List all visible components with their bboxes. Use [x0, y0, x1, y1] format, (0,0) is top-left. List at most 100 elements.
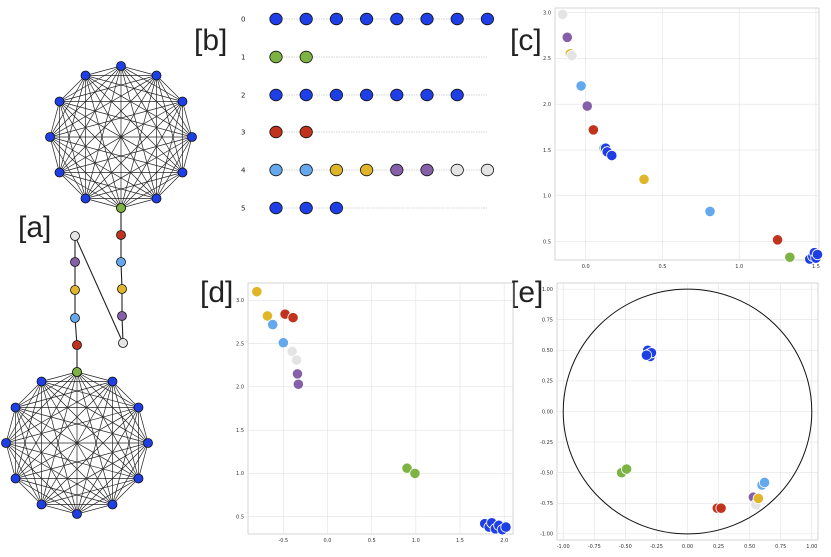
y-tick-label: 0.50 — [542, 348, 553, 354]
bottom-clique-node — [36, 499, 47, 510]
row-node — [420, 12, 434, 26]
row-label: 5 — [241, 205, 245, 213]
bottom-clique-edge — [41, 381, 139, 479]
path-node — [117, 284, 127, 294]
row-node — [390, 12, 404, 26]
top-clique-edge — [49, 136, 183, 173]
data-point — [286, 345, 298, 357]
row-node — [329, 88, 343, 102]
bridge-node — [116, 203, 126, 213]
top-clique-edge — [85, 101, 183, 199]
row-node — [299, 125, 313, 139]
data-point — [291, 368, 304, 380]
bottom-clique-node — [36, 376, 47, 387]
bottom-clique-edge — [15, 407, 149, 444]
data-point — [715, 502, 727, 514]
top-clique-edge — [49, 136, 60, 173]
bottom-clique-edge — [138, 407, 149, 444]
panel-label-e: [e] — [510, 276, 543, 309]
y-tick-label: -0.25 — [540, 440, 553, 446]
top-clique-edge — [85, 65, 122, 76]
data-point — [620, 463, 633, 475]
top-clique-edge — [59, 75, 86, 173]
path-node — [116, 257, 126, 267]
y-tick-label: 1.5 — [236, 428, 244, 434]
bottom-clique-edge — [112, 478, 139, 505]
top-clique-node — [45, 132, 55, 142]
bottom-clique-edge — [15, 478, 78, 515]
top-clique-edge — [85, 75, 122, 209]
data-point — [587, 124, 599, 136]
bottom-clique-edge — [41, 381, 139, 408]
bottom-clique-edge — [76, 504, 113, 515]
bottom-clique-edge — [15, 381, 113, 479]
top-clique-node — [54, 167, 65, 178]
x-tick-label: 0.5 — [658, 264, 666, 270]
bottom-clique-edge — [41, 371, 78, 505]
y-tick-label: 0.5 — [236, 514, 244, 520]
bottom-clique-edge — [5, 442, 42, 505]
top-clique-edge — [120, 65, 157, 76]
panel-label-c: [c] — [510, 24, 542, 57]
row-node — [329, 163, 343, 177]
bottom-clique-edge — [5, 407, 139, 444]
data-point — [251, 286, 263, 298]
bottom-clique-node — [107, 499, 118, 510]
top-clique-edge — [49, 136, 86, 199]
bottom-clique-edge — [76, 371, 113, 505]
row-node — [450, 88, 464, 102]
row-label: 2 — [241, 92, 245, 100]
bottom-clique-edge — [15, 407, 78, 515]
y-tick-label: 1.0 — [543, 194, 551, 200]
top-clique-edge — [59, 101, 86, 199]
row-node — [269, 50, 283, 64]
y-tick-label: 1.00 — [542, 287, 553, 293]
bottom-clique-edge — [15, 407, 42, 505]
top-clique-edge — [120, 198, 157, 209]
x-tick-label: 1.0 — [412, 538, 420, 544]
row-label: 3 — [241, 129, 245, 137]
row-node — [299, 88, 313, 102]
data-point — [784, 251, 796, 263]
row-node — [299, 50, 313, 64]
top-clique-edge — [59, 101, 193, 138]
data-point — [811, 248, 824, 261]
panel-e-scatter: -1.00 -0.75 -0.50 -0.25 0.00 0.25 0.50 0.75 1.00… — [540, 282, 819, 550]
x-tick-label: 0.0 — [324, 538, 332, 544]
path-node — [70, 231, 80, 241]
top-clique-node — [177, 96, 188, 107]
x-tick-label: -0.25 — [650, 544, 663, 550]
connector-edge — [74, 235, 124, 344]
row-node — [269, 88, 283, 102]
row-label: 0 — [241, 16, 245, 24]
x-tick-label: 2.0 — [500, 538, 508, 544]
bottom-clique-edge — [5, 442, 139, 479]
x-tick-label: 0.5 — [368, 538, 376, 544]
top-clique-edge — [85, 75, 157, 199]
unit-circle — [562, 288, 813, 535]
data-point — [290, 354, 303, 366]
bottom-clique-node — [10, 473, 21, 484]
bottom-clique-edge — [5, 381, 42, 444]
data-point — [292, 378, 304, 390]
y-tick-label: 3.0 — [236, 298, 244, 304]
top-clique-edge — [156, 172, 183, 199]
row-node — [390, 163, 404, 177]
y-tick-label: 1.0 — [236, 471, 244, 477]
bottom-clique-edge — [15, 381, 42, 479]
x-tick-label: 1.00 — [806, 544, 817, 550]
x-tick-label: 0.25 — [713, 544, 724, 550]
panel-label-d: [d] — [200, 276, 233, 309]
path-node — [118, 338, 128, 348]
bottom-clique-node — [10, 402, 21, 413]
row-node — [329, 201, 343, 215]
bottom-clique-edge — [138, 442, 149, 479]
bottom-clique-edge — [41, 371, 78, 382]
y-tick-label: 2.5 — [543, 56, 551, 62]
y-tick-label: -0.50 — [540, 470, 553, 476]
bottom-clique-edge — [76, 371, 113, 382]
row-node — [359, 88, 374, 102]
top-clique-edge — [59, 75, 157, 173]
row-label: 1 — [241, 54, 245, 62]
panel-a-graph — [1, 61, 197, 519]
